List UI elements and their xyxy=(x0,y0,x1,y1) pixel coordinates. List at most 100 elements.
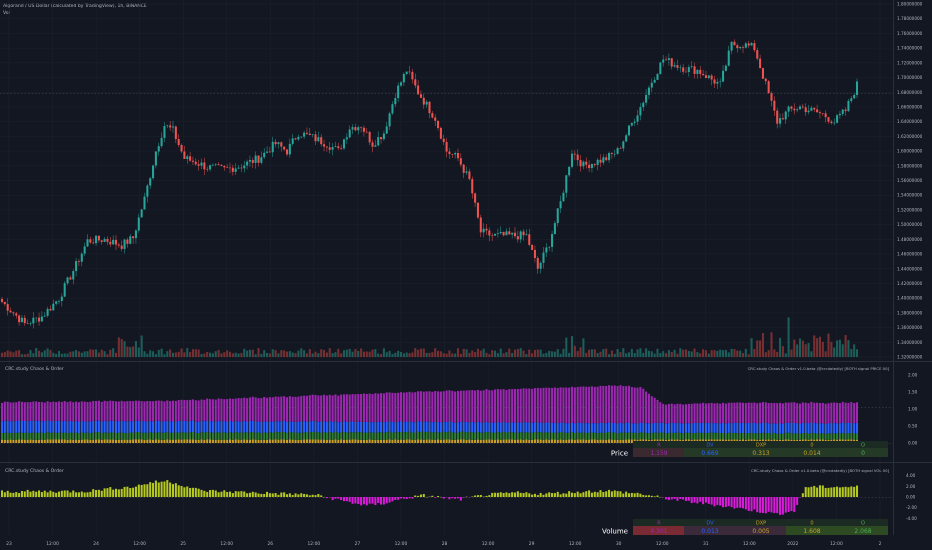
pane2-bar-segment xyxy=(114,439,118,443)
volume-bar xyxy=(850,349,853,357)
pane3-bar xyxy=(72,490,75,497)
pane2-bar-segment xyxy=(240,432,243,440)
pane2-bar-segment xyxy=(462,431,465,440)
pane2-bar-segment xyxy=(833,433,836,440)
pane2-bar-segment xyxy=(83,432,86,440)
pane2-bar-segment xyxy=(385,421,388,433)
pane2-bar-segment xyxy=(109,439,112,443)
pane2-bar-segment xyxy=(753,402,756,423)
candle xyxy=(277,142,280,145)
pane2-bar-segment xyxy=(588,386,591,424)
pane2-bar-segment xyxy=(60,421,63,433)
pane2-bar-segment xyxy=(499,432,502,440)
pane3-bar xyxy=(519,492,522,497)
pane3-right-title: CRC.study Chaos & Order v1.0.beta (@crcd… xyxy=(751,468,889,473)
pane3-bar xyxy=(608,489,611,497)
volume-bar xyxy=(439,351,442,357)
pane2-bar-segment xyxy=(459,390,462,422)
pane2-bar-segment xyxy=(684,404,688,424)
candle xyxy=(331,147,334,150)
pane3-bar xyxy=(97,489,100,497)
pane2-bar-segment xyxy=(562,387,565,423)
candle xyxy=(149,178,152,186)
pane3-bar xyxy=(123,486,126,497)
pane2-bar-segment xyxy=(157,432,160,440)
pane2-bar-segment xyxy=(830,433,833,440)
time-tick-label: 24 xyxy=(93,541,99,547)
pane2-bar-segment xyxy=(830,402,833,423)
candle xyxy=(736,45,739,49)
pane2-bar-segment xyxy=(149,432,152,440)
pane2-bar-segment xyxy=(260,421,263,433)
volume-bar xyxy=(670,351,673,357)
candle xyxy=(699,69,702,74)
pane2-bar-segment xyxy=(283,432,286,440)
volume-bar xyxy=(545,352,548,357)
pane2-bar-segment xyxy=(667,423,670,433)
pane2-bar-segment xyxy=(622,432,625,440)
volume-bar xyxy=(46,348,49,357)
candle xyxy=(189,156,192,161)
pane2-bar-segment xyxy=(38,402,41,422)
pane2-bar-segment xyxy=(764,402,767,423)
pane2-bar-segment xyxy=(203,439,206,443)
pane2-bar-segment xyxy=(830,422,833,434)
pane2-bar-segment xyxy=(388,421,391,432)
volume-bar xyxy=(539,349,542,357)
pane3-bar xyxy=(790,497,793,511)
volume-bar xyxy=(730,348,733,357)
pane2-bar-segment xyxy=(154,432,157,440)
pane3-bar xyxy=(753,497,756,510)
pane2-bar-segment xyxy=(627,385,631,423)
pane2-bar-segment xyxy=(234,439,237,443)
pane2-tick-label: 1.50 xyxy=(908,389,918,394)
pane2-bar-segment xyxy=(744,423,747,434)
pane3-tick-label: -2.00 xyxy=(906,505,917,510)
pane2-bar-segment xyxy=(63,432,66,440)
volume-bar xyxy=(328,348,331,357)
pane3-bar xyxy=(132,487,135,497)
pane3-bar xyxy=(254,492,257,497)
pane2-table-value: 1.159 xyxy=(650,450,667,457)
pane3-table-header-row xyxy=(633,519,888,526)
pane2-bar-segment xyxy=(180,399,183,421)
pane2-bar-segment xyxy=(505,390,508,423)
pane2-bar-segment xyxy=(704,422,707,434)
pane2-bar-segment xyxy=(494,389,497,423)
time-tick-label: 12:00 xyxy=(133,541,146,547)
candle xyxy=(414,79,417,86)
pane2-bar-segment xyxy=(439,391,442,423)
pane2-bar-segment xyxy=(730,402,733,424)
candle xyxy=(294,138,297,140)
volume-bar xyxy=(288,351,291,357)
pane2-bar-segment xyxy=(519,439,522,443)
pane2-bar-segment xyxy=(556,432,559,440)
pane2-bar-segment xyxy=(479,432,482,440)
pane3-bar xyxy=(599,490,602,497)
pane2-bar-segment xyxy=(636,387,639,424)
pane2-bar-segment xyxy=(528,432,531,440)
pane2-bar-segment xyxy=(106,401,109,422)
volume-bar xyxy=(511,352,514,357)
pane3-bar xyxy=(55,492,58,497)
pane2-bar-segment xyxy=(0,433,4,440)
volume-bar xyxy=(562,348,565,357)
pane2-bar-segment xyxy=(234,421,237,433)
candle xyxy=(180,145,183,152)
pane2-table-header: O xyxy=(861,443,865,449)
pane3-bar xyxy=(704,497,707,503)
candle xyxy=(12,312,15,314)
pane2-bar-segment xyxy=(109,432,112,440)
candle xyxy=(437,120,440,128)
pane3-bar xyxy=(522,493,525,497)
pane2-bar-segment xyxy=(391,432,394,440)
volume-bar xyxy=(314,351,317,357)
volume-bar xyxy=(411,352,414,357)
pane2-bar-segment xyxy=(9,439,12,443)
pane2-bar-segment xyxy=(342,421,346,433)
pane2-bar-segment xyxy=(228,398,232,422)
pane2-bar-segment xyxy=(741,433,745,440)
volume-bar xyxy=(89,349,92,357)
pane2-bar-segment xyxy=(354,432,357,440)
